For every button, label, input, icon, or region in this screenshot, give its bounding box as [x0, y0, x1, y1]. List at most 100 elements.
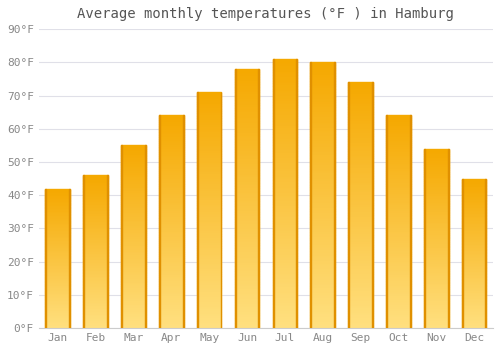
Bar: [46, 246, 70, 247]
Bar: [197, 170, 222, 173]
Bar: [84, 181, 108, 183]
Bar: [197, 262, 222, 265]
Bar: [424, 254, 448, 257]
Bar: [84, 223, 108, 224]
Bar: [310, 145, 335, 147]
Bar: [197, 94, 222, 97]
Bar: [272, 274, 297, 277]
Bar: [386, 188, 410, 190]
Bar: [462, 255, 486, 257]
Bar: [424, 316, 448, 317]
Bar: [272, 83, 297, 86]
Bar: [386, 262, 410, 264]
Bar: [310, 179, 335, 182]
Bar: [121, 162, 146, 164]
Bar: [272, 301, 297, 304]
Bar: [121, 233, 146, 235]
Bar: [46, 261, 70, 262]
Bar: [272, 199, 297, 202]
Bar: [424, 204, 448, 206]
Bar: [159, 241, 184, 243]
Bar: [272, 75, 297, 78]
Bar: [386, 301, 410, 303]
Bar: [310, 70, 335, 73]
Bar: [310, 150, 335, 153]
Bar: [348, 99, 373, 102]
Bar: [424, 294, 448, 296]
Bar: [46, 279, 70, 281]
Bar: [272, 242, 297, 245]
Bar: [159, 177, 184, 179]
Bar: [424, 312, 448, 314]
Bar: [462, 259, 486, 261]
Bar: [121, 169, 146, 171]
Bar: [46, 236, 70, 237]
Bar: [197, 128, 222, 130]
Bar: [197, 168, 222, 170]
Bar: [310, 254, 335, 257]
Bar: [46, 253, 70, 254]
Bar: [272, 167, 297, 169]
Bar: [46, 226, 70, 228]
Bar: [462, 205, 486, 207]
Bar: [46, 198, 70, 200]
Bar: [197, 147, 222, 149]
Bar: [348, 289, 373, 291]
Bar: [234, 198, 260, 201]
Bar: [424, 240, 448, 242]
Bar: [197, 120, 222, 123]
Bar: [121, 257, 146, 259]
Bar: [159, 118, 184, 120]
Bar: [234, 79, 260, 82]
Bar: [310, 219, 335, 222]
Bar: [310, 78, 335, 81]
Bar: [272, 307, 297, 309]
Bar: [121, 206, 146, 208]
Bar: [310, 267, 335, 270]
Bar: [197, 234, 222, 236]
Bar: [121, 149, 146, 151]
Bar: [424, 283, 448, 285]
Bar: [159, 130, 184, 133]
Bar: [46, 203, 70, 204]
Bar: [386, 266, 410, 269]
Bar: [424, 158, 448, 160]
Bar: [46, 212, 70, 214]
Bar: [462, 197, 486, 198]
Bar: [272, 264, 297, 266]
Bar: [159, 258, 184, 260]
Bar: [197, 243, 222, 246]
Bar: [424, 278, 448, 280]
Bar: [121, 197, 146, 198]
Bar: [121, 259, 146, 260]
Bar: [272, 110, 297, 113]
Bar: [348, 154, 373, 156]
Bar: [272, 78, 297, 80]
Bar: [84, 279, 108, 281]
Bar: [46, 282, 70, 284]
Bar: [462, 327, 486, 328]
Bar: [159, 179, 184, 181]
Bar: [310, 155, 335, 158]
Bar: [121, 167, 146, 169]
Bar: [197, 274, 222, 276]
Bar: [46, 229, 70, 231]
Bar: [159, 122, 184, 124]
Bar: [46, 293, 70, 295]
Bar: [46, 215, 70, 217]
Bar: [462, 198, 486, 200]
Bar: [46, 222, 70, 224]
Bar: [84, 249, 108, 250]
Bar: [348, 257, 373, 259]
Bar: [386, 313, 410, 315]
Bar: [272, 304, 297, 307]
Bar: [84, 189, 108, 191]
Bar: [159, 201, 184, 203]
Bar: [159, 230, 184, 232]
Bar: [462, 211, 486, 213]
Bar: [46, 258, 70, 260]
Bar: [197, 102, 222, 104]
Bar: [197, 187, 222, 189]
Bar: [159, 209, 184, 211]
Bar: [386, 135, 410, 137]
